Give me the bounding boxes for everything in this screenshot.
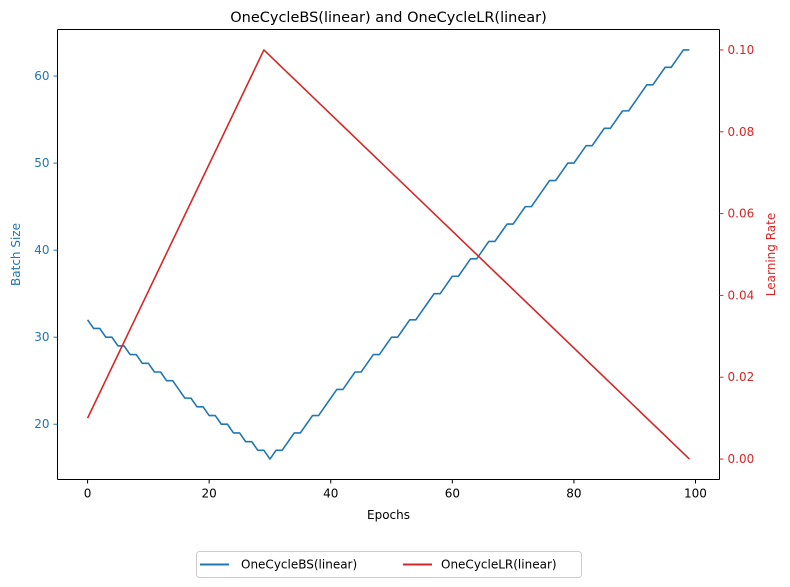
x-tick-label: 0 [84,487,92,501]
y-right-tick-label: 0.04 [728,288,755,302]
y-axis-left-label: Batch Size [9,223,23,286]
y-left-tick-label: 20 [34,417,49,431]
legend-label-onecyclebs: OneCycleBS(linear) [241,558,357,572]
axes-layer [57,29,720,480]
y-right-tick-label: 0.08 [728,125,755,139]
y-right-tick-label: 0.02 [728,370,755,384]
series-line-onecyclebs [86,49,690,460]
series-line-onecyclelr [86,49,690,460]
x-tick-label: 80 [566,487,581,501]
legend: OneCycleBS(linear) OneCycleLR(linear) [196,551,582,578]
y-right-tick-label: 0.06 [728,207,755,221]
chart-title: OneCycleBS(linear) and OneCycleLR(linear… [230,10,547,26]
x-tick-label: 40 [323,487,338,501]
x-tick-label: 100 [684,487,707,501]
y-left-tick-label: 40 [34,243,49,257]
y-left-tick-label: 60 [34,69,49,83]
x-axis-label: Epochs [367,508,410,522]
legend-label-onecyclelr: OneCycleLR(linear) [441,558,557,572]
y-left-tick-label: 30 [34,330,49,344]
y-right-tick-label: 0.10 [728,43,755,57]
series-layer [86,49,690,460]
y-right-tick-label: 0.00 [728,452,755,466]
x-tick-label: 20 [202,487,217,501]
legend-box [196,551,582,578]
x-tick-label: 60 [445,487,460,501]
y-left-tick-label: 50 [34,156,49,170]
ticks-layer: 0 20 40 60 80 100 20 30 40 50 60 0.00 0.02 0.04 0.06 0.… [34,43,754,501]
y-axis-right-label: Learning Rate [764,213,778,296]
